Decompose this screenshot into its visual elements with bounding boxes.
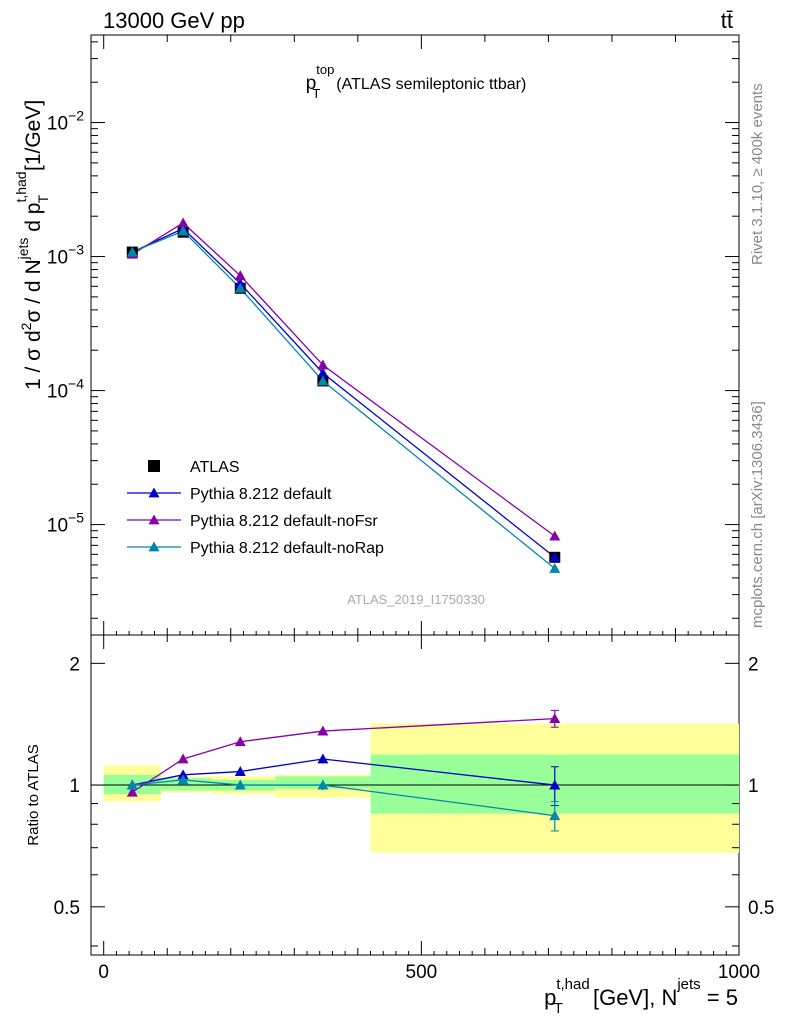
ratio-point-series-2-3 [317,779,329,790]
main-point-series-3-1 [177,225,189,236]
ratio-point-series-2-0 [126,779,138,790]
ratio-y-tick-label-2: 0.5 [54,898,80,919]
plot-title: ptop T(ATLAS semileptonic ttbar) [306,62,527,101]
legend-marker-atlas [148,460,160,472]
mcplots-label: mcplots.cern.ch [arXiv:1306.3436] [749,401,766,628]
ratio-point-series-0-1 [177,769,189,780]
legend-marker-1 [148,487,160,498]
main-y-tick-label-0: 10−2 [47,108,84,135]
ratio-point-series-0-4 [549,779,561,790]
ratio-point-series-2-1 [177,774,189,785]
legend-marker-3 [148,541,160,552]
rivet-version-label: Rivet 3.1.10, ≥ 400k events [749,83,766,265]
ratio-point-series-0-3 [317,753,329,764]
analysis-watermark: ATLAS_2019_I1750330 [347,592,485,607]
ratio-point-series-2-4 [549,810,561,821]
ratio-point-series-1-3 [317,725,329,736]
main-line-series-1 [132,227,556,558]
legend-label-0: ATLAS [190,459,240,476]
legend-marker-2 [148,514,160,525]
legend-label-2: Pythia 8.212 default-noFsr [190,513,378,530]
ratio-point-series-0-2 [234,766,246,776]
x-axis-label: pt,had T [GeV], Njets = 5 [544,976,738,1017]
main-point-series-3-2 [234,282,246,293]
main-y-tick-label-1: 10−3 [47,242,84,269]
ratio-y-tick-label-right-0: 2 [748,654,759,675]
x-tick-label-1: 500 [406,962,438,983]
main-point-series-2-1 [177,217,189,228]
legend-label-3: Pythia 8.212 default-noRap [190,540,384,557]
x-tick-label-2: 1000 [718,962,760,983]
ratio-point-series-1-1 [177,753,189,764]
main-point-series-2-2 [234,270,246,281]
header-process-label: tt̄ [721,8,733,33]
main-point-series-2-4 [549,530,561,541]
main-point-series-3-0 [126,246,138,257]
ratio-point-series-1-0 [126,786,138,797]
ratio-y-tick-label-right-2: 0.5 [748,898,774,919]
ratio-point-series-2-2 [234,779,246,790]
main-y-tick-label-2: 10−4 [47,376,84,403]
x-tick-label-0: 0 [98,962,109,983]
main-y-tick-label-3: 10−5 [47,510,84,537]
ratio-y-tick-label-right-1: 1 [748,776,759,797]
ratio-y-tick-label-1: 1 [69,776,80,797]
ratio-y-axis-label: Ratio to ATLAS [25,744,42,845]
ratio-y-tick-label-0: 2 [69,654,80,675]
main-point-series-1-3 [317,367,329,378]
main-point-series-3-3 [317,375,329,386]
main-point-series-1-4 [549,551,561,562]
header-energy-label: 13000 GeV pp [103,8,245,33]
main-point-series-2-3 [317,359,329,370]
main-point-series-3-4 [549,563,561,573]
ratio-point-series-1-2 [234,736,246,747]
main-panel-frame [90,34,740,636]
main-y-axis-label: 1 / σ d2σ / d Njets d pt,had T [1/GeV] [13,100,51,390]
ratio-point-series-1-4 [549,713,561,723]
legend-label-1: Pythia 8.212 default [190,486,332,503]
